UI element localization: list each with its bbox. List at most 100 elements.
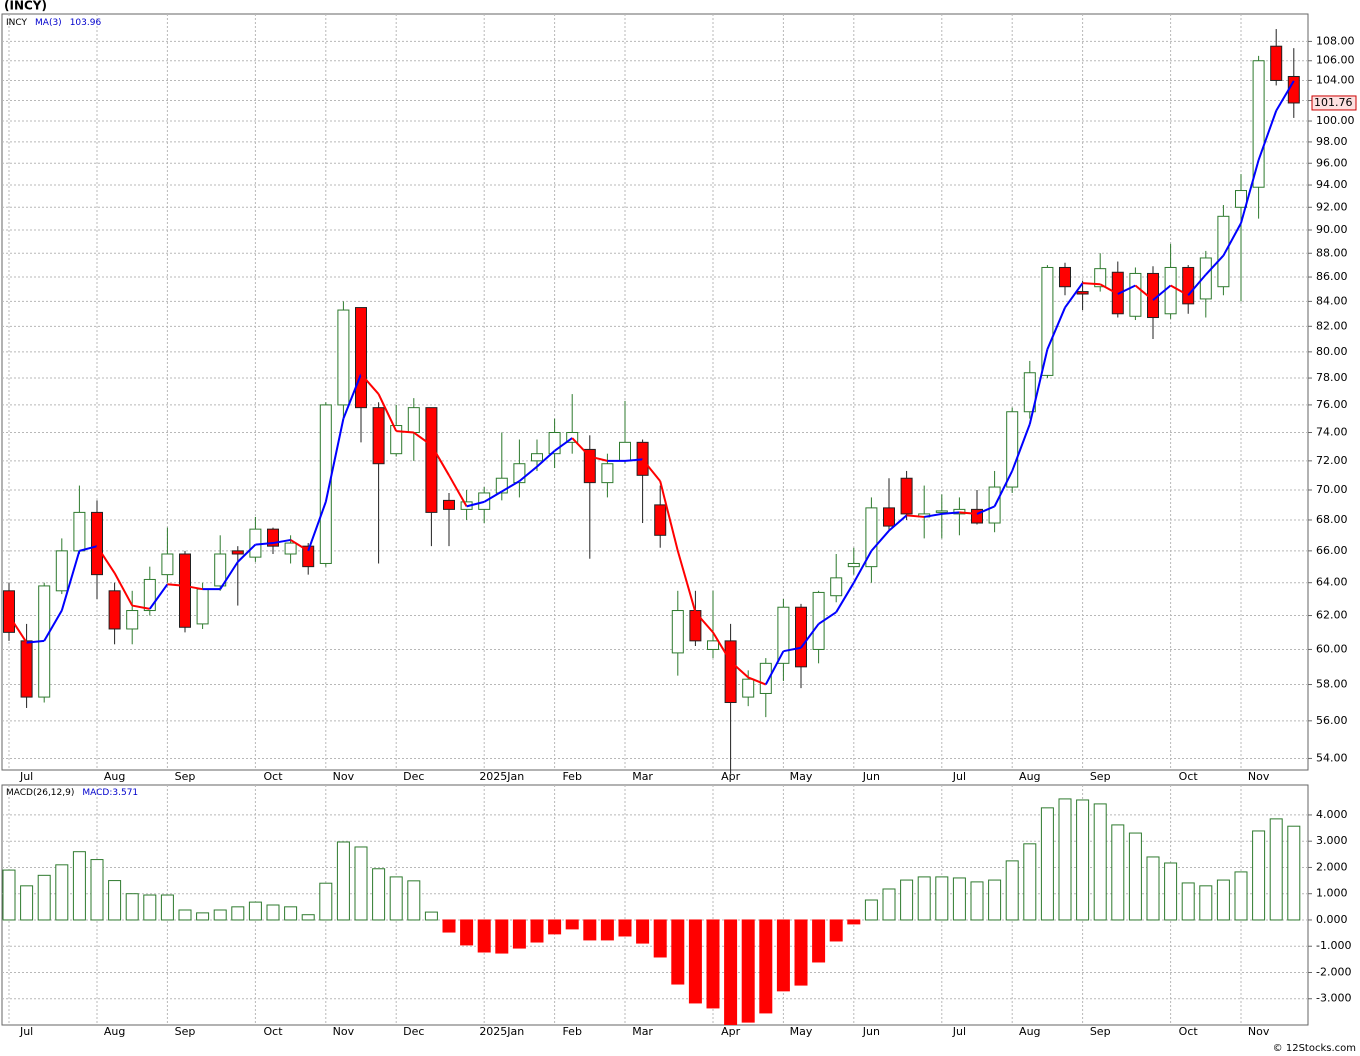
macd-bar [1023, 843, 1037, 921]
y-tick-label: 80.00 [1316, 345, 1348, 358]
ma-segment [324, 418, 345, 503]
macd-bar [1146, 856, 1160, 921]
legend-macd-name: MACD(26,12,9) [6, 788, 74, 798]
ma-segment [624, 458, 643, 462]
macd-bar [160, 894, 174, 921]
candle-body [214, 553, 227, 587]
macd-bar [512, 919, 526, 949]
legend-macd-value: 3.571 [112, 788, 138, 798]
ma-segment [1117, 284, 1136, 295]
ma-segment [518, 465, 538, 482]
ma-segment [1082, 282, 1101, 286]
candle-body [953, 508, 966, 515]
macd-bar [812, 919, 826, 963]
ma-segment [1275, 80, 1295, 112]
macd-bar [248, 901, 262, 921]
candle-body [742, 678, 755, 698]
price-tag [1311, 95, 1357, 111]
ma-segment [219, 561, 239, 590]
y-tick-label: 2.000 [1316, 860, 1348, 873]
macd-bar [688, 919, 702, 1004]
candle-body [636, 441, 649, 476]
candle-body [795, 606, 807, 668]
ma-segment [924, 512, 942, 518]
candle-body [3, 590, 15, 633]
candle-body [1287, 75, 1300, 104]
candle-body [847, 562, 860, 568]
x-tick-label: Jul [952, 1025, 966, 1038]
macd-bar [653, 919, 667, 958]
macd-bar [424, 911, 438, 921]
macd-bar [407, 880, 421, 921]
macd-bar [565, 919, 579, 930]
macd-bar [196, 912, 210, 921]
x-tick-label: Oct [263, 770, 283, 783]
macd-bar [336, 841, 350, 921]
legend: MACD(26,12,9) MACD:3.571 [6, 788, 138, 798]
candle-body [707, 640, 719, 650]
ma-segment [1099, 283, 1119, 295]
y-tick-label: 56.00 [1316, 714, 1348, 727]
legend-ma-name: MA(3) [35, 18, 62, 28]
ma-segment [764, 650, 785, 685]
y-tick-label: 68.00 [1316, 513, 1348, 526]
x-tick-label: Nov [1248, 770, 1270, 783]
x-tick-label: 2025Jan [479, 770, 524, 783]
y-tick-label: 82.00 [1316, 319, 1348, 332]
ma-segment [888, 514, 908, 532]
macd-bar [2, 869, 16, 921]
y-tick-label: 76.00 [1316, 398, 1348, 411]
ma-segment [113, 572, 134, 607]
ma-segment [747, 676, 767, 686]
price-panel [1, 13, 1309, 771]
candle-body [1023, 372, 1036, 413]
macd-bar [301, 914, 315, 921]
ma-segment [800, 623, 820, 649]
x-tick-label: Oct [1179, 1025, 1199, 1038]
x-tick-label: Aug [104, 770, 125, 783]
macd-bar [741, 919, 755, 1023]
candle-body [865, 507, 878, 568]
candle-body [390, 425, 403, 455]
macd-bar [284, 906, 298, 921]
candle-body [143, 578, 156, 612]
ma-segment [1028, 349, 1049, 425]
y-tick-label: -3.000 [1316, 992, 1351, 1005]
ma-segment [132, 604, 150, 610]
price-tag-label: 101.76 [1314, 96, 1353, 109]
candle-body [619, 441, 631, 462]
candle-body [777, 606, 790, 664]
macd-bar [213, 909, 227, 921]
footer: © 12Stocks.com [1273, 1043, 1356, 1054]
x-tick-label: Nov [333, 1025, 355, 1038]
ma-segment [96, 545, 116, 574]
y-tick-label: 72.00 [1316, 454, 1348, 467]
ma-segment [1205, 254, 1225, 276]
macd-bar [1269, 818, 1283, 921]
macd-panel [1, 784, 1309, 1026]
ma-segment [589, 455, 608, 462]
y-tick-label: 0.000 [1316, 913, 1348, 926]
ma-segment [641, 458, 661, 482]
macd-bar [55, 864, 69, 921]
macd-bar [618, 919, 632, 937]
chart-title: (INCY) [4, 0, 47, 13]
macd-bar [125, 893, 139, 921]
x-tick-label: Jul [19, 1025, 33, 1038]
macd-bar [917, 876, 931, 921]
ma-segment [60, 550, 81, 611]
macd-bar [548, 919, 562, 935]
candle-body [372, 407, 385, 465]
y-tick-label: 66.00 [1316, 544, 1348, 557]
macd-bar [952, 877, 966, 921]
ma-segment [536, 450, 556, 468]
x-tick-label: Aug [1019, 1025, 1040, 1038]
x-tick-label: Apr [721, 770, 741, 783]
macd-bar [1040, 807, 1054, 921]
candle-body [55, 550, 68, 592]
y-tick-label: 58.00 [1316, 678, 1348, 691]
macd-bar [583, 919, 597, 941]
ma-segment [554, 437, 573, 452]
macd-bar [1005, 860, 1019, 921]
